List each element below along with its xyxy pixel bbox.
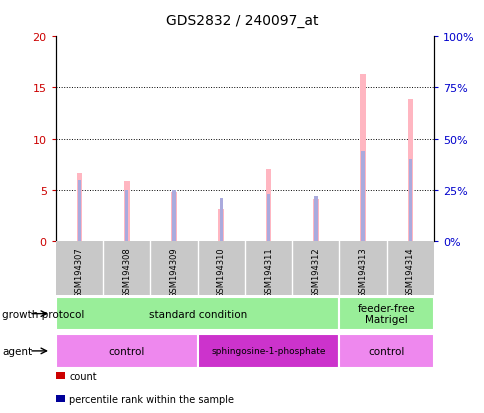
Bar [171,192,177,242]
Text: agent: agent [2,346,32,356]
FancyBboxPatch shape [339,335,433,368]
Bar [266,195,270,242]
Bar [123,181,129,242]
Bar [408,160,411,242]
Text: GSM194309: GSM194309 [169,247,178,297]
Bar [172,190,175,242]
Bar [77,180,81,242]
Bar [361,152,364,242]
Text: standard condition: standard condition [148,309,246,319]
Bar [314,197,317,242]
Text: GSM194307: GSM194307 [75,247,84,298]
Text: GSM194310: GSM194310 [216,247,226,297]
FancyBboxPatch shape [56,335,197,368]
FancyBboxPatch shape [197,335,339,368]
Text: growth protocol: growth protocol [2,309,85,319]
Bar [407,100,412,242]
Bar [125,190,128,242]
Text: GSM194314: GSM194314 [405,247,414,297]
Bar [219,199,223,242]
Bar [218,210,224,242]
Bar [265,170,271,242]
Text: GSM194312: GSM194312 [311,247,320,297]
Text: GDS2832 / 240097_at: GDS2832 / 240097_at [166,14,318,28]
FancyBboxPatch shape [339,297,433,330]
Text: control: control [108,346,145,356]
Text: feeder-free
Matrigel: feeder-free Matrigel [357,303,415,325]
FancyBboxPatch shape [56,297,339,330]
Text: GSM194308: GSM194308 [122,247,131,298]
Bar [312,200,318,242]
Text: control: control [368,346,404,356]
Text: sphingosine-1-phosphate: sphingosine-1-phosphate [211,347,325,356]
Text: GSM194313: GSM194313 [358,247,367,298]
Text: percentile rank within the sample: percentile rank within the sample [69,394,234,404]
Text: GSM194311: GSM194311 [263,247,272,297]
Bar [360,75,365,242]
Bar [76,173,82,242]
Text: count: count [69,371,97,381]
